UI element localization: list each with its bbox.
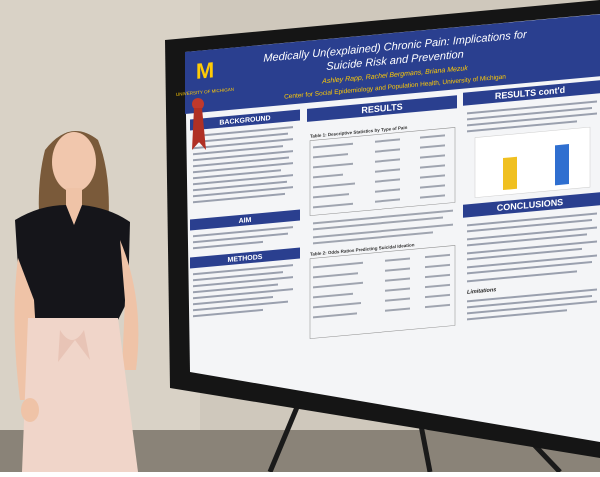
ribbon xyxy=(192,98,204,110)
section-header-bg xyxy=(463,80,600,106)
table-rows xyxy=(313,253,450,319)
figure-bar xyxy=(503,156,517,191)
table xyxy=(309,245,456,339)
subheading: Limitations xyxy=(467,287,496,296)
body-text xyxy=(193,226,293,250)
logo-name: UNIVERSITY OF MICHIGAN xyxy=(176,87,234,97)
header-band xyxy=(185,14,600,114)
section-header: METHODS xyxy=(228,254,263,264)
ribbon-tail xyxy=(192,108,206,150)
section-header-bg xyxy=(307,95,457,122)
logo-letter: M xyxy=(196,57,214,84)
section-header-bg xyxy=(190,247,300,269)
body-text xyxy=(467,288,597,321)
figure-bar xyxy=(555,144,569,186)
section-header-bg xyxy=(463,192,600,218)
section-header-bg xyxy=(190,109,300,131)
section-header: RESULTS xyxy=(361,102,402,116)
body-text xyxy=(193,264,293,318)
table-rows xyxy=(313,134,453,245)
table xyxy=(309,127,456,216)
section-header: BACKGROUND xyxy=(219,115,270,127)
section-header: AIM xyxy=(239,217,252,225)
section-header-bg xyxy=(190,209,300,231)
body-text xyxy=(193,126,293,204)
figure xyxy=(474,126,591,198)
body-text xyxy=(467,212,597,283)
body-text xyxy=(467,100,597,133)
person xyxy=(14,131,139,472)
